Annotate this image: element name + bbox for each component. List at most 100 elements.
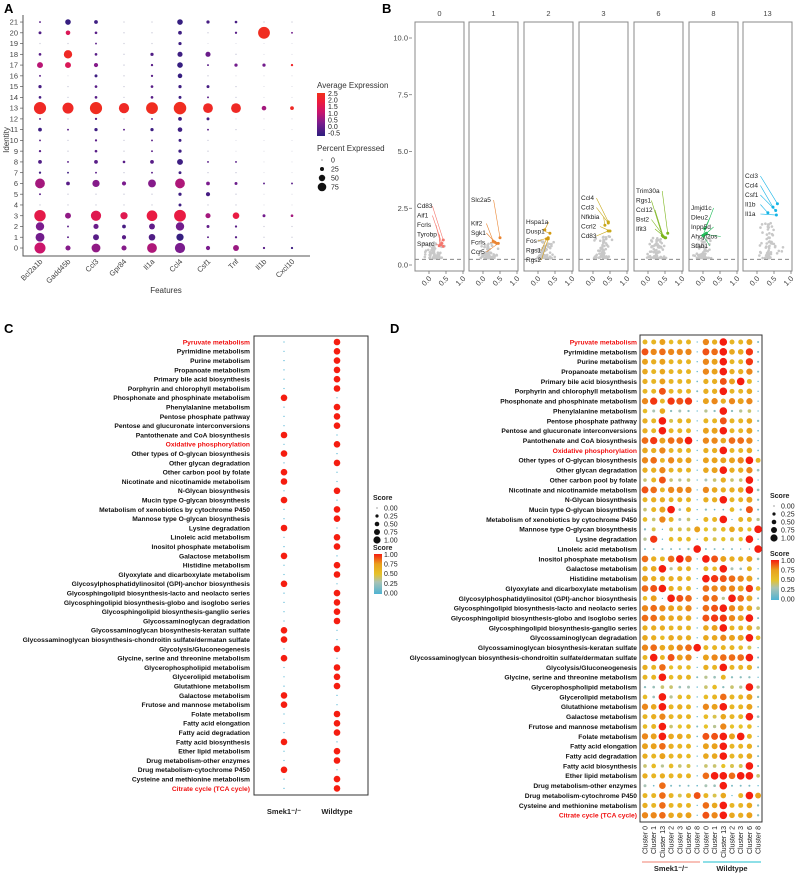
pathway-score-dot	[668, 585, 674, 592]
pathway-score-dot	[739, 508, 742, 511]
pathway-score-dot	[729, 733, 735, 740]
pathway-score-dot	[729, 388, 735, 394]
y-tick-label: 3	[14, 211, 18, 220]
pathway-score-dot	[747, 645, 752, 650]
expression-dot	[94, 117, 98, 121]
background-gene-point	[610, 238, 614, 242]
pathway-score-dot	[696, 489, 698, 491]
pathway-score-dot	[333, 720, 341, 727]
pathway-score-dot	[711, 703, 718, 710]
pathway-score-dot	[686, 793, 691, 799]
background-gene-point	[601, 250, 604, 254]
pathway-score-dot	[686, 714, 691, 720]
pathway-score-dot	[283, 462, 285, 464]
pathway-score-dot	[651, 339, 657, 345]
x-tick-label: 1.0	[673, 274, 687, 288]
pathway-score-dot	[703, 724, 709, 729]
pathway-score-dot	[659, 811, 666, 819]
colorbar-tick-label: 0.00	[384, 590, 398, 597]
pathway-score-dot	[650, 348, 657, 355]
pathway-score-dot	[712, 664, 718, 670]
pathway-score-dot	[668, 447, 674, 453]
expression-dot	[150, 96, 154, 99]
pathway-score-dot	[696, 390, 699, 393]
pathway-score-dot	[696, 765, 698, 767]
x-tick-label: 0.5	[765, 274, 779, 288]
pathway-score-dot	[333, 348, 341, 355]
pathway-score-dot	[659, 398, 665, 404]
expression-dot	[67, 193, 69, 195]
pathway-score-dot	[738, 802, 744, 808]
background-gene-point	[428, 244, 432, 248]
labeled-gene-point	[774, 209, 778, 213]
background-gene-point	[422, 241, 426, 245]
pathway-score-dot	[677, 674, 683, 680]
pathway-score-dot	[696, 814, 698, 816]
expression-dot	[95, 193, 97, 195]
size-legend-title: Score	[373, 495, 393, 502]
x-tick-label: Ccl4	[167, 257, 184, 274]
expression-dot	[35, 222, 45, 231]
expression-dot	[178, 203, 182, 207]
label-leader-line	[760, 194, 776, 211]
pathway-score-dot	[650, 743, 657, 750]
pathway-score-dot	[711, 555, 719, 563]
pathway-score-dot	[711, 378, 718, 385]
gene-label: Jmjd1c	[691, 205, 712, 212]
pathway-score-dot	[729, 457, 735, 464]
expression-dot	[94, 160, 98, 164]
pathway-score-dot	[702, 398, 709, 405]
pathway-label: N-Glycan biosynthesis	[565, 497, 637, 504]
pathway-score-dot	[738, 724, 743, 729]
y-tick-label: 18	[10, 50, 18, 59]
pathway-score-dot	[719, 407, 728, 415]
expression-dot	[291, 204, 293, 206]
pathway-score-dot	[738, 368, 744, 375]
pathway-score-dot	[685, 812, 692, 819]
pathway-score-dot	[711, 447, 718, 454]
colorbar-tick-label: 0.25	[781, 587, 795, 594]
pathway-score-dot	[696, 538, 698, 540]
pathway-score-dot	[711, 743, 718, 750]
pathway-score-dot	[336, 639, 338, 641]
background-gene-point	[705, 256, 708, 260]
pathway-score-dot	[659, 457, 665, 463]
pathway-score-dot	[333, 664, 341, 671]
background-gene-point	[648, 250, 652, 254]
pathway-score-dot	[651, 635, 657, 641]
labeled-gene-point	[603, 223, 607, 227]
label-leader-line	[760, 175, 778, 204]
pathway-score-dot	[685, 654, 692, 661]
pathway-score-dot	[696, 558, 698, 560]
pathway-label: Phosphonate and phosphinate metabolism	[500, 399, 637, 406]
pathway-score-dot	[703, 527, 709, 532]
size-legend-dot	[773, 505, 775, 507]
pathway-score-dot	[702, 338, 710, 346]
size-legend-dot	[376, 507, 378, 509]
pathway-label: Folate metabolism	[191, 711, 250, 718]
pathway-score-dot	[677, 694, 683, 700]
background-gene-point	[593, 239, 596, 242]
expression-dot	[35, 232, 45, 242]
pathway-score-dot	[668, 743, 674, 749]
pathway-score-dot	[720, 792, 727, 799]
pathway-score-dot	[659, 605, 666, 612]
pathway-score-dot	[731, 518, 733, 521]
pathway-score-dot	[757, 617, 760, 620]
pathway-score-dot	[731, 794, 733, 797]
pathway-label: Glycerolipid metabolism	[559, 694, 637, 701]
expression-dot	[207, 75, 209, 77]
expression-dot	[233, 245, 239, 251]
background-gene-point	[428, 256, 431, 260]
gene-label: Cd83	[417, 203, 433, 210]
background-gene-point	[548, 251, 552, 254]
pathway-score-dot	[642, 655, 648, 661]
pathway-score-dot	[336, 583, 338, 585]
pathway-score-dot	[696, 725, 699, 728]
pathway-score-dot	[720, 477, 726, 483]
pathway-score-dot	[677, 625, 683, 631]
expression-dot	[94, 149, 98, 153]
pathway-score-dot	[704, 764, 708, 768]
x-tick-label: 1.0	[782, 274, 796, 288]
background-gene-point	[767, 245, 771, 249]
